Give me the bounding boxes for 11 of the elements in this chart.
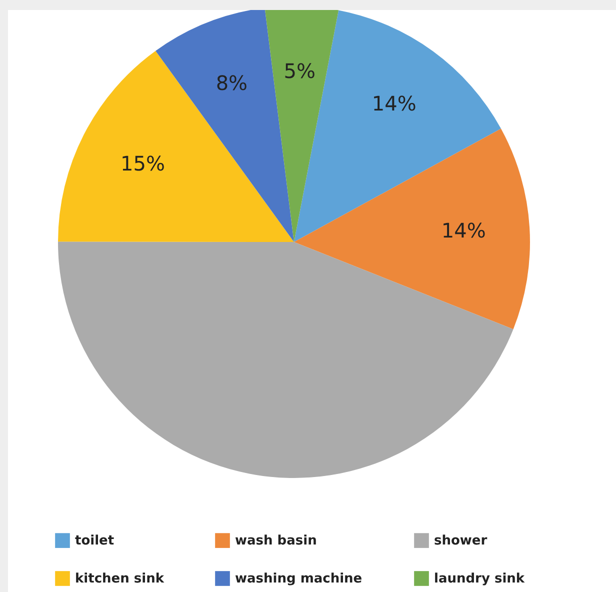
legend-label: wash basin	[235, 534, 317, 549]
data-label: 5%	[284, 59, 316, 84]
data-label: 14%	[441, 218, 486, 243]
data-label: 15%	[120, 152, 165, 176]
legend-label: shower	[434, 534, 488, 549]
legend-label: toilet	[75, 534, 114, 549]
legend-label: washing machine	[235, 572, 362, 586]
data-label: 14%	[372, 92, 416, 116]
legend-label: kitchen sink	[75, 572, 164, 586]
data-label: 8%	[216, 70, 248, 95]
legend-label: laundry sink	[434, 572, 525, 586]
